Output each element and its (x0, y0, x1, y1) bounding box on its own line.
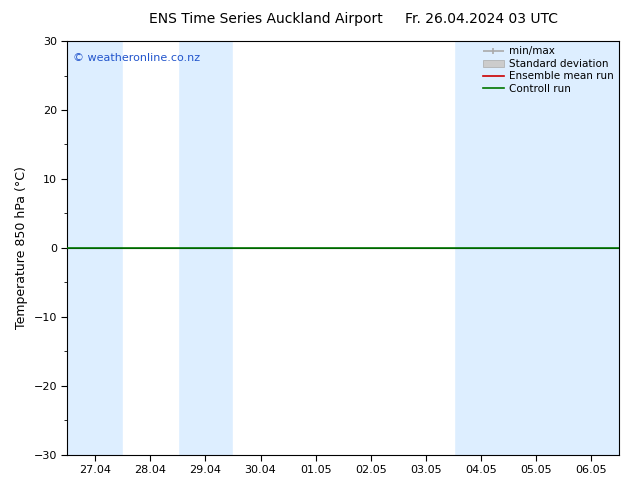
Text: © weatheronline.co.nz: © weatheronline.co.nz (73, 53, 200, 64)
Bar (288, 41, 343, 455)
Bar (343, 41, 398, 455)
Bar (233, 41, 288, 455)
Bar (122, 41, 178, 455)
Legend: min/max, Standard deviation, Ensemble mean run, Controll run: min/max, Standard deviation, Ensemble me… (480, 43, 617, 97)
Bar (398, 41, 453, 455)
Text: ENS Time Series Auckland Airport: ENS Time Series Auckland Airport (150, 12, 383, 26)
Text: Fr. 26.04.2024 03 UTC: Fr. 26.04.2024 03 UTC (405, 12, 559, 26)
Y-axis label: Temperature 850 hPa (°C): Temperature 850 hPa (°C) (15, 167, 28, 329)
